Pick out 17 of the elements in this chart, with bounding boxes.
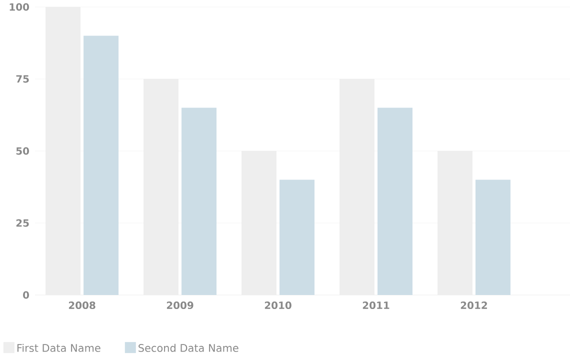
- legend-label: Second Data Name: [138, 344, 238, 352]
- bar: [182, 108, 217, 295]
- x-tick-label: 2008: [68, 302, 96, 310]
- y-tick-label: 25: [16, 219, 29, 227]
- y-tick-label: 0: [23, 291, 30, 299]
- legend-label: First Data Name: [17, 344, 100, 352]
- x-tick-label: 2010: [264, 302, 292, 310]
- bar: [377, 108, 412, 295]
- bar: [475, 180, 510, 295]
- bar: [84, 36, 119, 295]
- x-tick-label: 2011: [362, 302, 390, 310]
- x-tick-label: 2012: [460, 302, 487, 310]
- bar: [280, 180, 315, 295]
- y-tick-label: 100: [10, 3, 30, 11]
- y-tick-label: 75: [16, 75, 29, 83]
- x-tick-label: 2009: [166, 302, 194, 310]
- y-tick-label: 50: [16, 147, 30, 155]
